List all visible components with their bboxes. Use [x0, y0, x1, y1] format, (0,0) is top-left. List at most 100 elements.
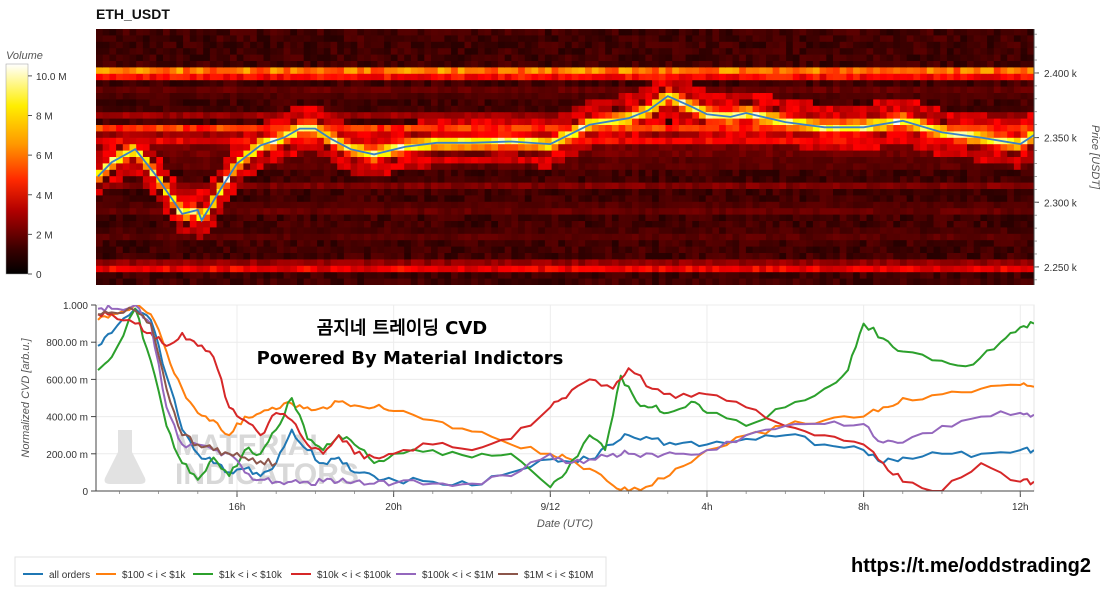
heatmap-cell — [491, 233, 499, 241]
heatmap-cell — [712, 265, 720, 273]
heatmap-cell — [665, 195, 673, 203]
heatmap-cell — [149, 105, 157, 113]
heatmap-cell — [678, 221, 687, 228]
heatmap-cell — [317, 278, 325, 285]
heatmap-cell — [102, 169, 110, 177]
heatmap-cell — [183, 144, 191, 152]
heatmap-cell — [129, 176, 137, 184]
heatmap-cell — [142, 189, 151, 196]
heatmap-cell — [156, 48, 164, 56]
heatmap-cell — [900, 233, 908, 241]
heatmap-cell — [638, 259, 646, 267]
heatmap-cell — [511, 54, 519, 62]
heatmap-cell — [672, 67, 680, 75]
heatmap-cell — [672, 201, 680, 209]
heatmap-cell — [142, 118, 151, 126]
heatmap-cell — [699, 105, 707, 113]
heatmap-cell — [732, 73, 740, 81]
heatmap-cell — [766, 253, 774, 260]
heatmap-cell — [404, 208, 412, 216]
heatmap-cell — [712, 48, 720, 56]
heatmap-cell — [792, 195, 801, 203]
heatmap-cell — [578, 54, 586, 62]
heatmap-cell — [565, 221, 573, 228]
heatmap-cell — [491, 150, 499, 158]
heatmap-cell — [498, 54, 506, 62]
heatmap-cell — [685, 169, 693, 177]
heatmap-cell — [343, 48, 352, 56]
heatmap-cell — [779, 246, 787, 254]
heatmap-cell — [136, 157, 144, 164]
heatmap-cell — [611, 176, 620, 184]
heatmap-cell — [678, 246, 687, 254]
heatmap-cell — [310, 99, 318, 107]
heatmap-cell — [323, 112, 332, 120]
heatmap-cell — [169, 227, 177, 235]
heatmap-cell — [142, 99, 151, 107]
heatmap-cell — [859, 265, 868, 273]
heatmap-cell — [652, 67, 660, 75]
heatmap-cell — [699, 272, 707, 280]
heatmap-cell — [578, 73, 586, 81]
heatmap-cell — [203, 265, 211, 273]
heatmap-cell — [692, 67, 700, 75]
heatmap-cell — [357, 240, 365, 248]
heatmap-cell — [732, 144, 740, 152]
heatmap-cell — [451, 137, 459, 145]
heatmap-cell — [397, 163, 405, 171]
heatmap-cell — [417, 35, 425, 43]
heatmap-cell — [122, 221, 131, 228]
heatmap-cell — [102, 278, 110, 285]
heatmap-cell — [645, 240, 653, 248]
heatmap-cell — [390, 144, 399, 152]
heatmap-cell — [176, 54, 184, 62]
heatmap-cell — [678, 29, 687, 36]
heatmap-cell — [384, 221, 392, 228]
heatmap-cell — [578, 259, 586, 267]
heatmap-cell — [330, 233, 338, 241]
heatmap-cell — [390, 29, 399, 36]
heatmap-cell — [437, 112, 445, 120]
heatmap-cell — [183, 233, 191, 241]
heatmap-cell — [431, 29, 439, 36]
heatmap-cell — [565, 41, 573, 49]
heatmap-cell — [290, 278, 298, 285]
heatmap-cell — [317, 195, 325, 203]
heatmap-cell — [846, 131, 854, 139]
heatmap-cell — [504, 35, 512, 43]
heatmap-cell — [129, 144, 137, 152]
heatmap-cell — [645, 246, 653, 254]
heatmap-cell — [457, 278, 466, 285]
heatmap-cell — [169, 112, 177, 120]
heatmap-cell — [551, 112, 559, 120]
heatmap-cell — [343, 105, 352, 113]
heatmap-cell — [779, 112, 787, 120]
heatmap-cell — [377, 195, 385, 203]
heatmap-cell — [632, 163, 640, 171]
heatmap-cell — [598, 189, 606, 196]
heatmap-cell — [799, 48, 807, 56]
heatmap-cell — [343, 259, 352, 267]
heatmap-cell — [276, 189, 285, 196]
heatmap-cell — [136, 99, 144, 107]
heatmap-cell — [350, 125, 358, 132]
heatmap-cell — [270, 278, 278, 285]
heatmap-cell — [471, 253, 479, 260]
heatmap-cell — [745, 150, 754, 158]
heatmap-cell — [859, 157, 868, 164]
heatmap-cell — [551, 253, 559, 260]
heatmap-cell — [109, 272, 117, 280]
heatmap-cell — [424, 150, 432, 158]
heatmap-cell — [699, 201, 707, 209]
heatmap-cell — [611, 201, 620, 209]
heatmap-cell — [866, 246, 874, 254]
heatmap-cell — [585, 41, 593, 49]
heatmap-cell — [431, 189, 439, 196]
heatmap-cell — [819, 35, 827, 43]
heatmap-cell — [893, 259, 901, 267]
heatmap-cell — [250, 214, 258, 222]
heatmap-cell — [96, 169, 104, 177]
heatmap-cell — [102, 253, 110, 260]
heatmap-cell — [826, 118, 834, 126]
heatmap-cell — [431, 125, 439, 132]
